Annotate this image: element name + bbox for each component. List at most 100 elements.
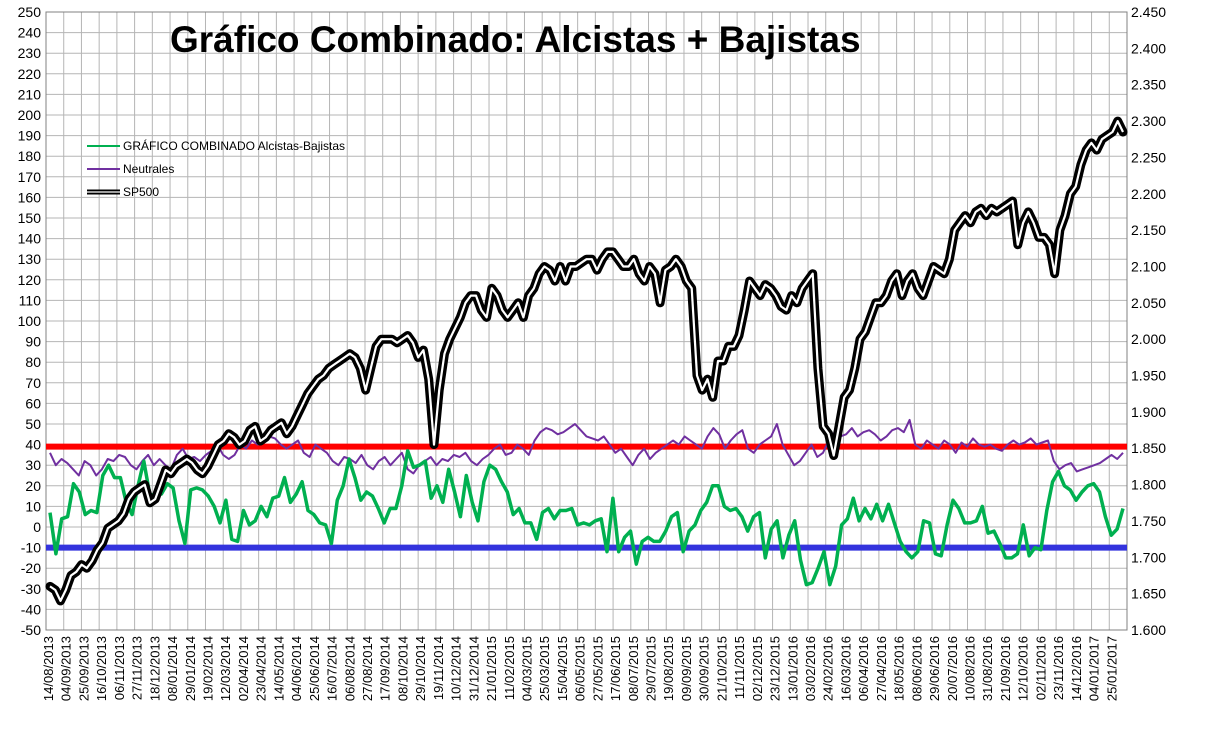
x-tick-label: 21/09/2016 [998,636,1013,701]
right-tick-label: 2.300 [1131,113,1166,129]
x-tick-label: 27/04/2016 [874,636,889,701]
x-tick-label: 06/11/2013 [112,636,127,700]
x-tick-label: 16/03/2016 [838,636,853,701]
legend-label: Neutrales [123,162,174,176]
left-tick-label: -50 [21,622,41,638]
x-tick-label: 17/09/2014 [378,636,393,701]
x-tick-label: 27/08/2014 [360,636,375,701]
x-tick-label: 02/12/2015 [750,636,765,701]
left-tick-label: 60 [25,395,41,411]
left-tick-label: 80 [25,354,41,370]
series-layer [45,116,1128,606]
right-tick-label: 1.800 [1131,477,1166,493]
x-tick-label: 03/02/2016 [803,636,818,701]
right-tick-label: 1.750 [1131,513,1166,529]
right-tick-label: 2.450 [1131,4,1166,20]
right-tick-label: 1.900 [1131,404,1166,420]
x-tick-label: 30/09/2015 [697,636,712,701]
left-tick-label: 0 [33,519,41,535]
legend-item-sp500: SP500 [87,185,159,199]
right-axis-ticks: 2.450 2.400 2.350 2.300 2.250 2.200 2.150 2.100… [1131,4,1166,638]
x-tick-label: 20/07/2016 [945,636,960,701]
left-tick-label: 10 [25,498,41,514]
x-tick-label: 29/01/2014 [183,636,198,701]
x-tick-label: 12/03/2014 [218,636,233,701]
x-tick-label: 23/04/2014 [254,636,269,701]
chart-title: Gráfico Combinado: Alcistas + Bajistas [170,19,861,60]
x-tick-label: 08/10/2014 [395,636,410,701]
legend-item-neutral: Neutrales [87,162,174,176]
x-tick-label: 17/06/2015 [608,636,623,701]
x-tick-label: 31/12/2014 [466,636,481,701]
x-tick-label: 04/03/2015 [519,636,534,701]
x-tick-label: 10/08/2016 [963,636,978,701]
x-tick-label: 29/07/2015 [644,636,659,701]
x-tick-label: 02/04/2014 [236,636,251,701]
x-tick-label: 14/12/2016 [1069,636,1084,701]
right-tick-label: 2.150 [1131,222,1166,238]
left-tick-label: 50 [25,416,41,432]
right-tick-label: 1.600 [1131,622,1166,638]
combined-series-line [48,449,1125,587]
right-tick-label: 2.050 [1131,295,1166,311]
sp500-line-highlight [49,120,1124,602]
x-tick-label: 27/11/2013 [130,636,145,700]
right-tick-label: 2.400 [1131,40,1166,56]
right-tick-label: 1.850 [1131,440,1166,456]
x-tick-label: 09/09/2015 [679,636,694,701]
left-tick-label: 140 [18,231,42,247]
right-tick-label: 2.350 [1131,77,1166,93]
left-tick-label: 20 [25,478,41,494]
x-tick-label: 08/01/2014 [165,636,180,701]
x-tick-label: 21/10/2015 [714,636,729,701]
x-tick-label: 25/06/2014 [307,636,322,701]
x-tick-label: 19/08/2015 [661,636,676,701]
legend-label: GRÁFICO COMBINADO Alcistas-Bajistas [123,138,345,153]
x-tick-label: 19/11/2014 [431,636,446,700]
left-tick-label: 120 [18,272,42,288]
x-tick-label: 14/08/2013 [41,636,56,701]
x-axis-ticks: 14/08/2013 04/09/2013 25/09/2013 16/10/2013… [41,636,1119,701]
left-tick-label: 190 [18,128,42,144]
left-tick-label: 90 [25,334,41,350]
left-tick-label: 230 [18,45,42,61]
x-tick-label: 06/04/2016 [856,636,871,701]
left-tick-label: 180 [18,148,42,164]
x-tick-label: 04/06/2014 [289,636,304,701]
left-tick-label: 170 [18,169,42,185]
x-tick-label: 10/12/2014 [449,636,464,701]
right-tick-label: 1.650 [1131,586,1166,602]
x-tick-label: 16/10/2013 [94,636,109,701]
legend-label: SP500 [123,185,159,199]
x-tick-label: 23/11/2016 [1051,636,1066,700]
reference-lines [46,443,1127,551]
left-tick-label: 210 [18,86,42,102]
x-tick-label: 11/11/2015 [732,636,747,699]
x-tick-label: 08/07/2015 [626,636,641,701]
x-tick-label: 06/08/2014 [342,636,357,701]
x-tick-label: 13/01/2016 [785,636,800,701]
left-tick-label: -20 [21,560,41,576]
x-tick-label: 25/01/2017 [1104,636,1119,701]
left-tick-label: -30 [21,581,41,597]
x-tick-label: 27/05/2015 [590,636,605,701]
left-tick-label: -10 [21,540,41,556]
left-tick-label: 70 [25,375,41,391]
x-tick-label: 12/10/2016 [1016,636,1031,701]
x-tick-label: 18/05/2016 [892,636,907,701]
right-tick-label: 1.950 [1131,368,1166,384]
right-tick-label: 2.250 [1131,149,1166,165]
left-tick-label: 160 [18,189,42,205]
legend-item-combined: GRÁFICO COMBINADO Alcistas-Bajistas [87,138,345,153]
x-tick-label: 29/10/2014 [413,636,428,701]
left-tick-label: 130 [18,251,42,267]
left-tick-label: 200 [18,107,42,123]
x-tick-label: 02/11/2016 [1033,636,1048,700]
right-tick-label: 2.000 [1131,331,1166,347]
x-tick-label: 11/02/2015 [502,636,517,700]
right-tick-label: 2.200 [1131,186,1166,202]
left-axis-ticks: 2502402302202102001901801701601501401301… [18,4,42,638]
x-tick-label: 23/12/2015 [768,636,783,701]
